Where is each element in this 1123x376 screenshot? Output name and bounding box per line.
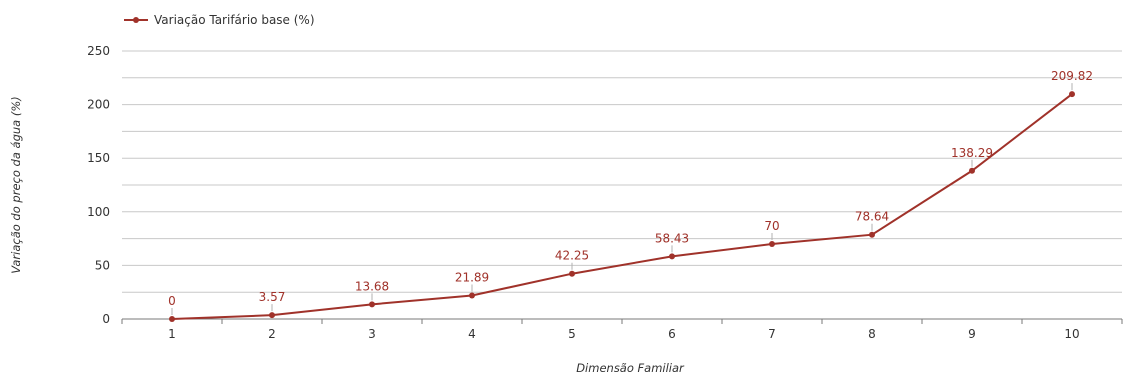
x-tick-label: 5 bbox=[568, 327, 576, 341]
x-axis-ticks: 1 2 3 4 5 6 7 8 9 10 bbox=[121, 319, 1123, 341]
y-axis-title: Variação do preço da água (%) bbox=[9, 96, 23, 274]
y-axis-ticks: 0 50 100 150 200 250 bbox=[87, 44, 110, 326]
data-point[interactable] bbox=[969, 167, 975, 174]
data-labels: 0 3.57 13.68 21.89 42.25 58.43 70 78.64 138.29 20… bbox=[168, 69, 1093, 315]
data-label: 42.25 bbox=[555, 249, 589, 263]
data-point[interactable] bbox=[869, 231, 875, 238]
data-point[interactable] bbox=[169, 316, 175, 322]
series-group bbox=[169, 91, 1075, 322]
legend-label: Variação Tarifário base (%) bbox=[154, 13, 315, 27]
x-tick-label: 4 bbox=[468, 327, 476, 341]
data-label: 58.43 bbox=[655, 231, 689, 245]
y-tick-label: 50 bbox=[95, 258, 110, 272]
data-point[interactable] bbox=[469, 292, 475, 299]
data-label: 138.29 bbox=[951, 146, 993, 160]
grid-lines bbox=[122, 50, 1122, 293]
data-point[interactable] bbox=[1069, 91, 1075, 98]
x-tick-label: 3 bbox=[368, 327, 376, 341]
y-tick-label: 250 bbox=[87, 44, 110, 58]
data-point[interactable] bbox=[569, 270, 575, 277]
data-label: 70 bbox=[764, 219, 779, 233]
legend-marker-icon bbox=[133, 17, 139, 23]
data-label: 13.68 bbox=[355, 279, 389, 293]
legend[interactable]: Variação Tarifário base (%) bbox=[124, 13, 315, 27]
x-tick-label: 8 bbox=[868, 327, 876, 341]
x-tick-label: 7 bbox=[768, 327, 776, 341]
x-tick-label: 9 bbox=[968, 327, 976, 341]
x-tick-label: 6 bbox=[668, 327, 676, 341]
y-tick-label: 150 bbox=[87, 151, 110, 165]
x-tick-label: 2 bbox=[268, 327, 276, 341]
data-point[interactable] bbox=[369, 301, 375, 308]
data-point[interactable] bbox=[669, 253, 675, 260]
data-label: 209.82 bbox=[1051, 69, 1093, 83]
data-label: 3.57 bbox=[259, 290, 286, 304]
series-line bbox=[171, 93, 1073, 320]
x-axis-title: Dimensão Familiar bbox=[576, 361, 685, 375]
data-label: 0 bbox=[168, 294, 176, 308]
y-tick-label: 100 bbox=[87, 205, 110, 219]
data-point[interactable] bbox=[269, 312, 275, 319]
y-tick-label: 200 bbox=[87, 98, 110, 112]
x-tick-label: 1 bbox=[168, 327, 176, 341]
x-tick-label: 10 bbox=[1064, 327, 1079, 341]
data-label: 78.64 bbox=[855, 210, 889, 224]
data-label: 21.89 bbox=[455, 271, 489, 285]
y-tick-label: 0 bbox=[102, 312, 110, 326]
data-point[interactable] bbox=[769, 240, 775, 247]
